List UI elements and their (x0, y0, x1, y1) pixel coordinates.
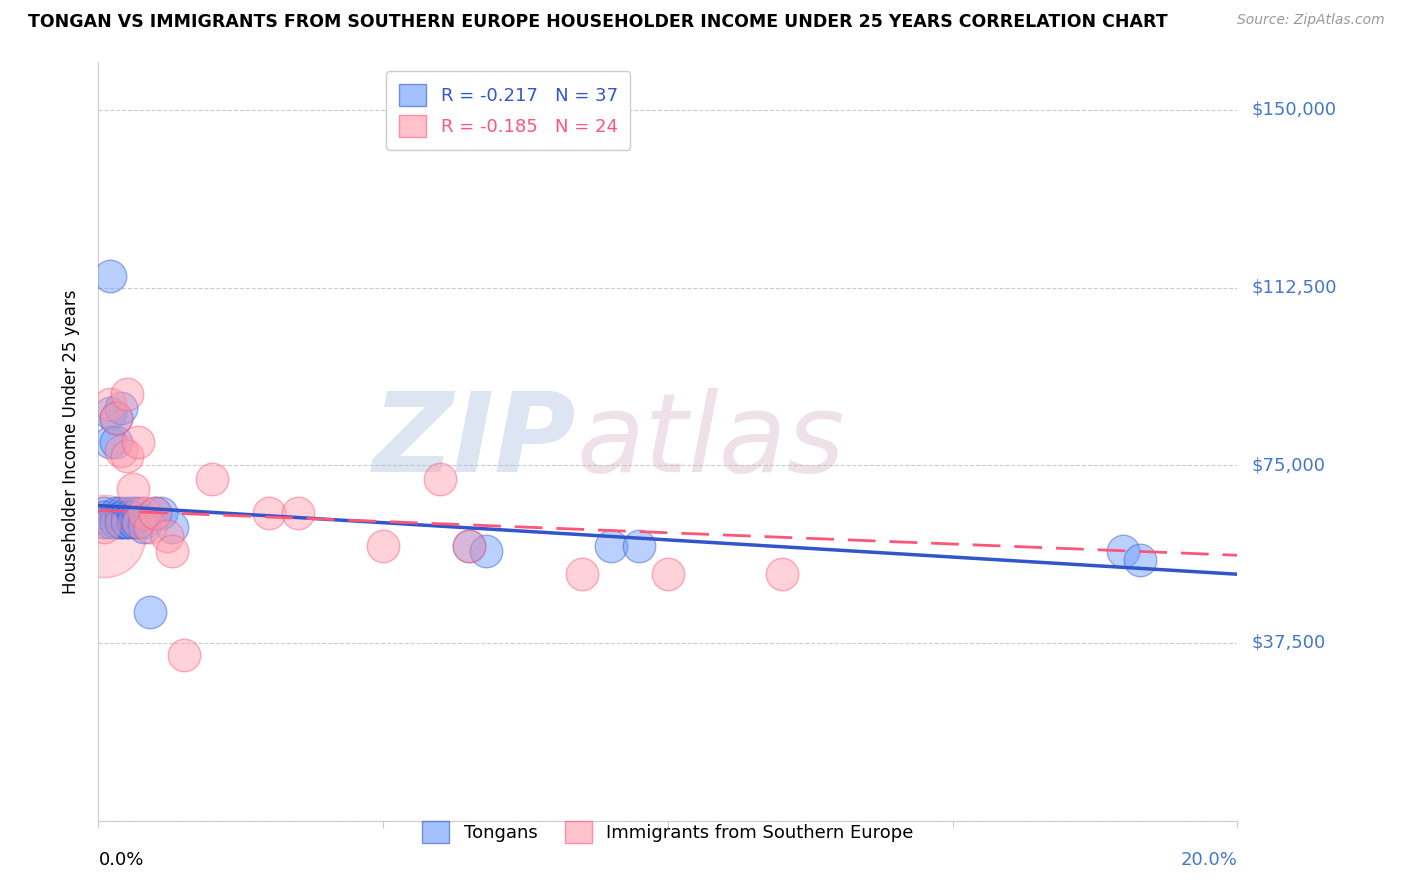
Point (115, 506, 138, 520)
Text: $112,500: $112,500 (1251, 278, 1337, 296)
Point (156, 529, 179, 543)
Text: $37,500: $37,500 (1251, 634, 1326, 652)
Point (201, 473, 224, 487)
Text: TONGAN VS IMMIGRANTS FROM SOUTHERN EUROPE HOUSEHOLDER INCOME UNDER 25 YEARS CORR: TONGAN VS IMMIGRANTS FROM SOUTHERN EUROP… (28, 13, 1168, 31)
Point (115, 449, 138, 463)
Point (138, 605, 160, 619)
Point (173, 648, 195, 662)
Point (162, 520, 184, 534)
Point (162, 543, 184, 558)
Point (121, 510, 143, 524)
Point (657, 567, 679, 582)
Point (150, 506, 173, 520)
Text: Source: ZipAtlas.com: Source: ZipAtlas.com (1237, 13, 1385, 28)
Point (457, 539, 479, 553)
Point (770, 567, 793, 582)
Point (121, 482, 143, 496)
Point (98, 396, 121, 410)
Text: $75,000: $75,000 (1251, 456, 1326, 475)
Point (1112, 543, 1135, 558)
Point (98, 268, 121, 283)
Point (110, 506, 132, 520)
Legend: Tongans, Immigrants from Southern Europe: Tongans, Immigrants from Southern Europe (408, 806, 928, 857)
Point (110, 515, 132, 529)
Point (127, 506, 149, 520)
Point (628, 539, 651, 553)
Point (93, 520, 115, 534)
Point (98, 515, 121, 529)
Point (110, 444, 132, 458)
Point (93, 515, 115, 529)
Point (93, 529, 115, 543)
Point (110, 510, 132, 524)
Point (145, 506, 167, 520)
Point (110, 401, 132, 416)
Point (571, 567, 593, 582)
Point (145, 506, 167, 520)
Text: 0.0%: 0.0% (98, 851, 143, 869)
Text: $150,000: $150,000 (1251, 101, 1336, 119)
Point (104, 434, 127, 449)
Point (104, 410, 127, 425)
Point (115, 510, 138, 524)
Point (600, 539, 623, 553)
Point (115, 387, 138, 401)
Point (132, 520, 155, 534)
Point (373, 539, 395, 553)
Point (457, 539, 479, 553)
Point (115, 515, 138, 529)
Point (110, 515, 132, 529)
Point (121, 506, 143, 520)
Point (115, 515, 138, 529)
Point (287, 506, 309, 520)
Point (98, 406, 121, 420)
Text: atlas: atlas (576, 388, 845, 495)
Point (132, 515, 155, 529)
Point (132, 506, 155, 520)
Point (127, 434, 149, 449)
Point (127, 515, 149, 529)
Point (93, 510, 115, 524)
Point (429, 473, 451, 487)
Point (104, 410, 127, 425)
Point (474, 543, 496, 558)
Point (98, 434, 121, 449)
Text: 20.0%: 20.0% (1181, 851, 1237, 869)
Y-axis label: Householder Income Under 25 years: Householder Income Under 25 years (62, 289, 80, 594)
Point (104, 515, 127, 529)
Point (93, 506, 115, 520)
Point (104, 506, 127, 520)
Point (1129, 553, 1152, 567)
Point (138, 520, 160, 534)
Point (259, 506, 281, 520)
Point (127, 515, 149, 529)
Point (121, 515, 143, 529)
Text: ZIP: ZIP (373, 388, 576, 495)
